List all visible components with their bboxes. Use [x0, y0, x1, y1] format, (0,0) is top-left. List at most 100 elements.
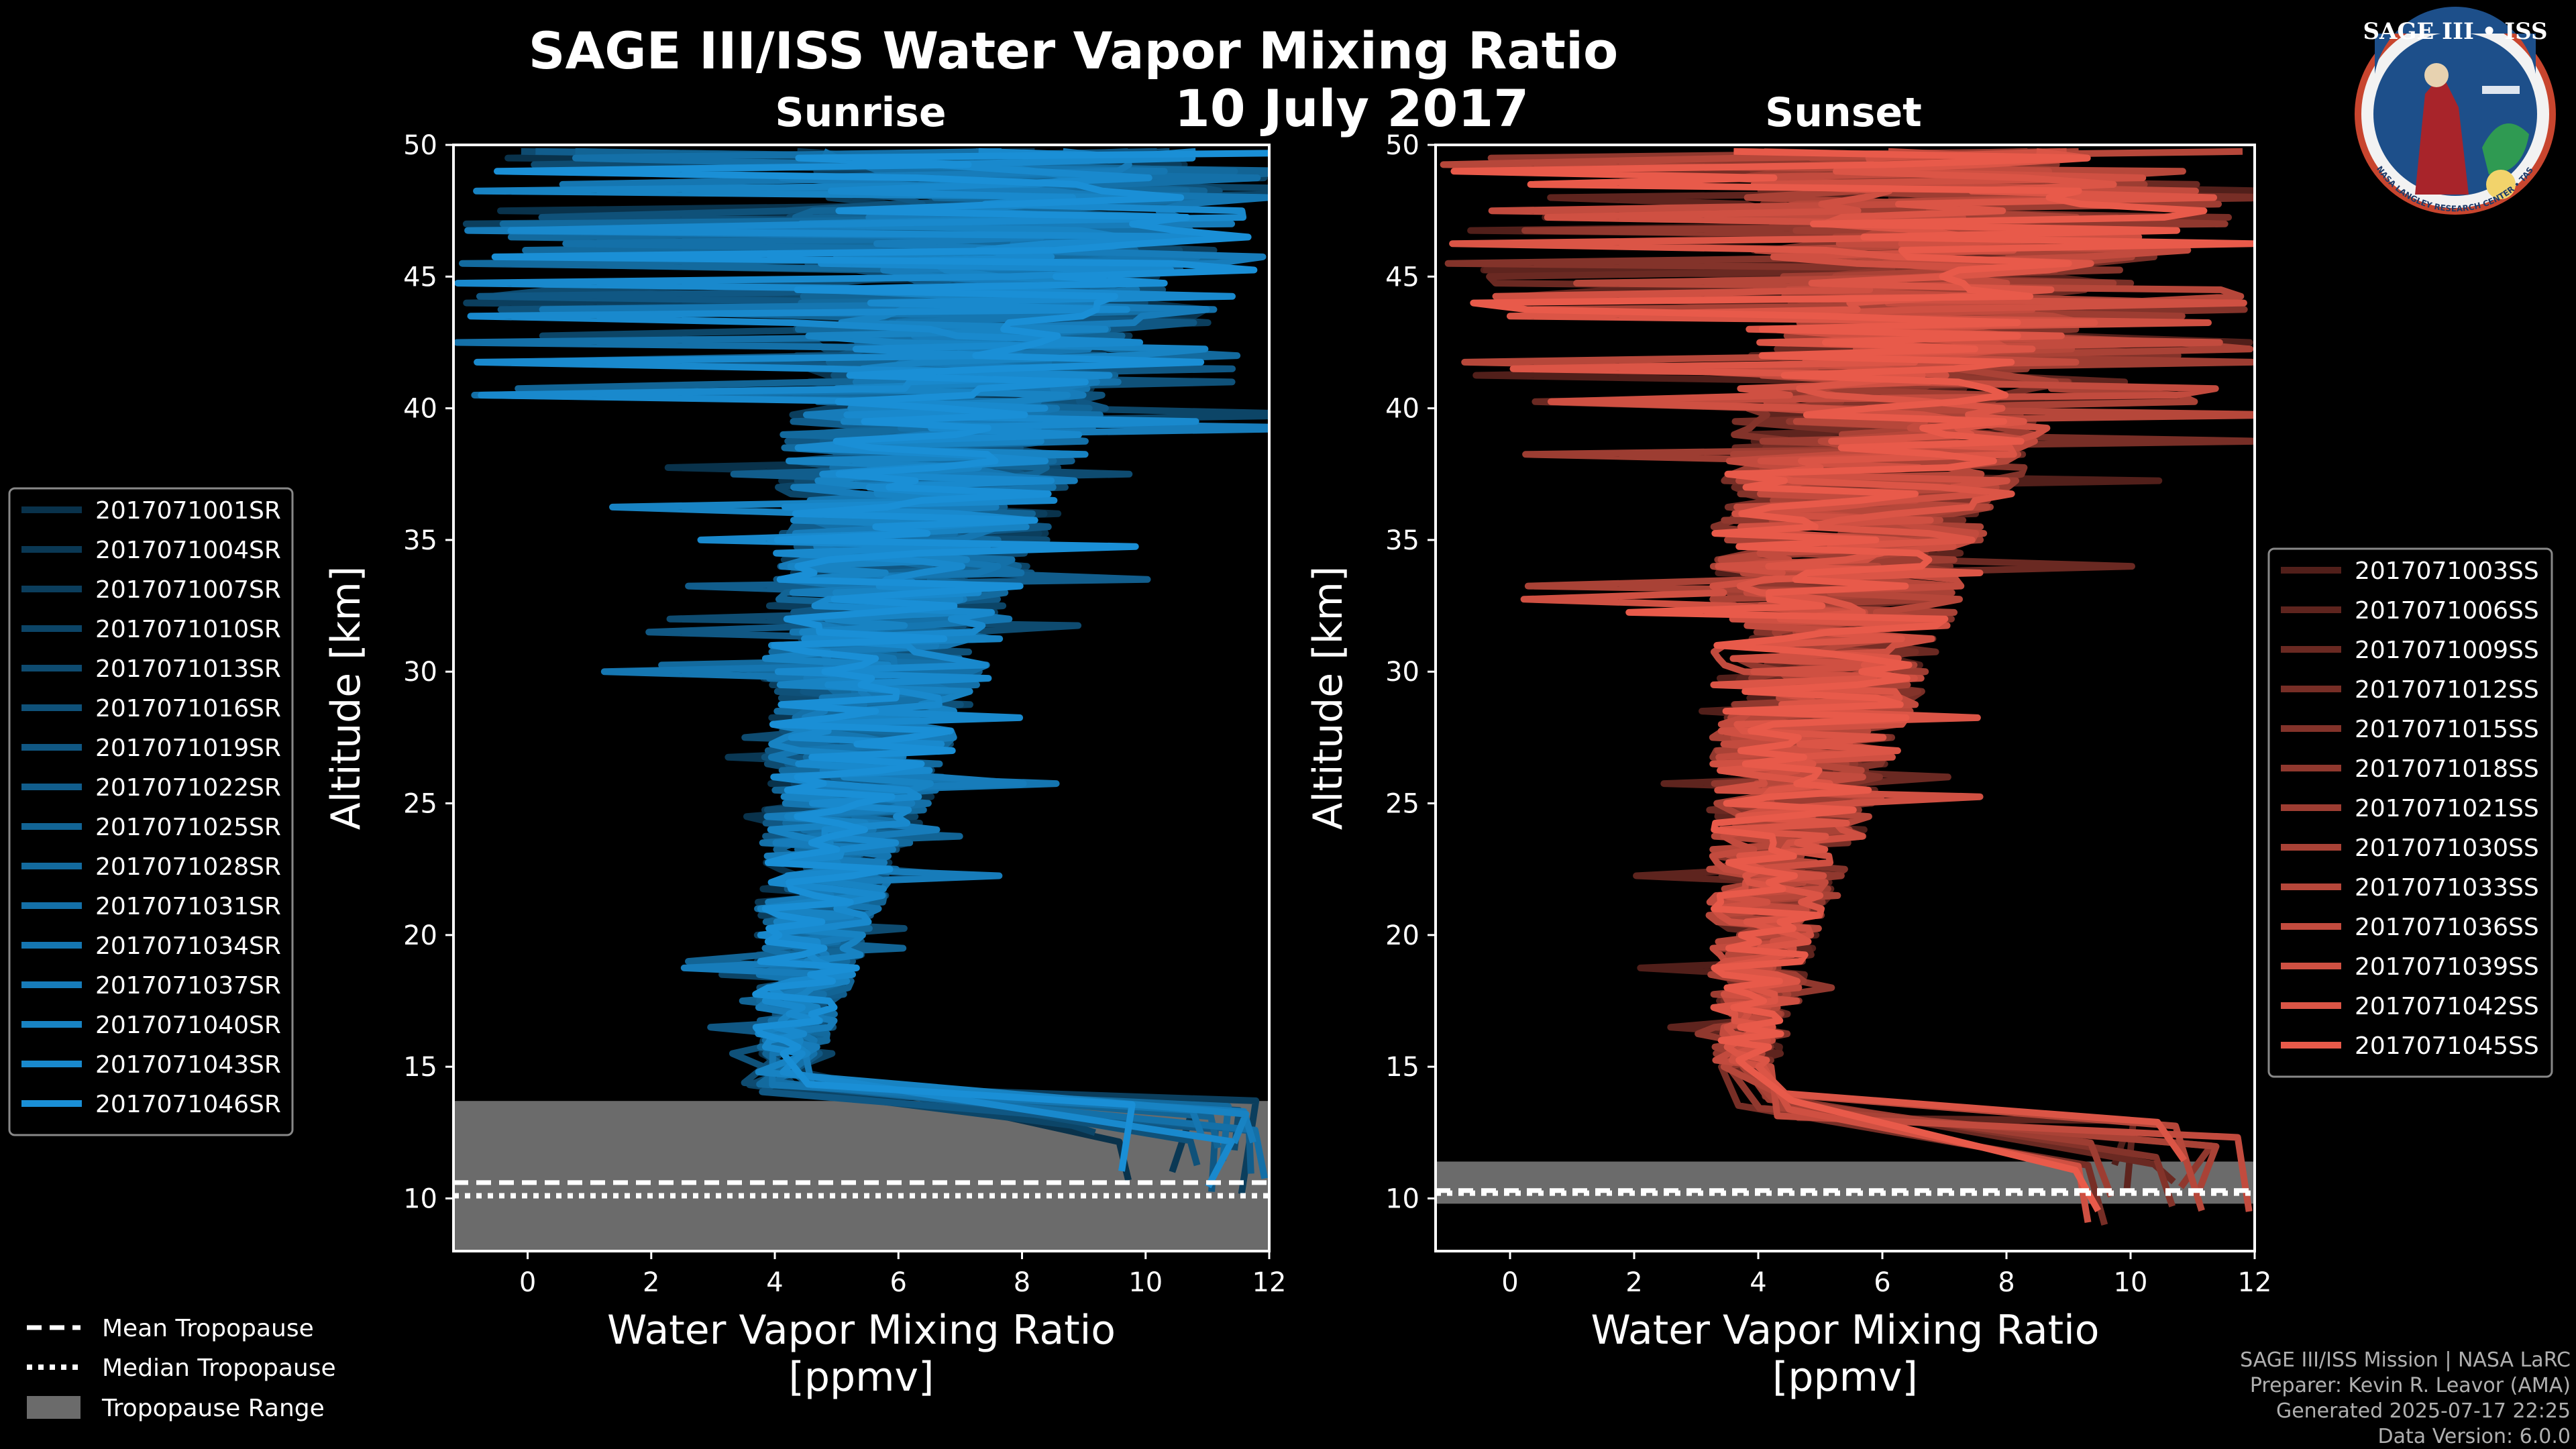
profile-line-2017071043SR	[454, 148, 1247, 1189]
x-tick-label: 4	[1750, 1267, 1766, 1298]
median-tropopause-label: Median Tropopause	[102, 1354, 336, 1382]
y-tick-label: 45	[1385, 262, 1419, 292]
x-tick-label: 6	[1874, 1267, 1890, 1298]
y-axis-label: Altitude [km]	[1305, 566, 1352, 830]
x-tick-label: 2	[643, 1267, 659, 1298]
y-tick-label: 25	[403, 789, 437, 820]
y-tick-label: 10	[1385, 1183, 1419, 1214]
sunrise-panel-title: Sunrise	[775, 89, 946, 136]
legend-entry-2017071006SS: 2017071006SS	[2355, 597, 2539, 625]
legend-entry-2017071025SR: 2017071025SR	[95, 814, 281, 841]
legend-entry-2017071013SR: 2017071013SR	[95, 655, 281, 683]
sunset-legend: 2017071003SS 2017071006SS 2017071009SS 2017…	[2267, 547, 2553, 1078]
sunrise-legend: 2017071001SR 2017071004SR 2017071007SR 2017…	[8, 487, 294, 1136]
sunset-panel-title: Sunset	[1765, 89, 1922, 136]
x-axis-label: Water Vapor Mixing Ratio [ppmv]	[607, 1307, 1116, 1401]
legend-entry-2017071030SS: 2017071030SS	[2355, 835, 2539, 862]
y-tick-label: 35	[1385, 525, 1419, 556]
legend-entry-2017071016SR: 2017071016SR	[95, 695, 281, 722]
x-tick-label: 0	[1501, 1267, 1518, 1298]
profile-line-2017071045SS	[1450, 148, 2255, 1213]
x-tick-label: 2	[1625, 1267, 1642, 1298]
footer-line-2: Preparer: Kevin R. Leavor (AMA)	[2250, 1374, 2571, 1397]
profile-line-2017071039SS	[1492, 148, 2247, 1224]
legend-entry-2017071031SR: 2017071031SR	[95, 893, 281, 920]
footer-line-1: SAGE III/ISS Mission | NASA LaRC	[2240, 1348, 2571, 1372]
tropopause-range-label: Tropopause Range	[101, 1395, 325, 1422]
y-axis-label: Altitude [km]	[323, 566, 370, 830]
tropopause-legend: Mean Tropopause Median Tropopause Tropop…	[27, 1315, 336, 1422]
y-tick-label: 40	[1385, 394, 1419, 425]
y-tick-label: 15	[403, 1052, 437, 1083]
legend-frame	[2267, 547, 2553, 1078]
legend-entry-2017071028SR: 2017071028SR	[95, 853, 281, 881]
x-tick-label: 8	[1998, 1267, 2015, 1298]
y-tick-label: 30	[1385, 657, 1419, 688]
legend-entry-2017071034SR: 2017071034SR	[95, 932, 281, 960]
legend-entry-2017071009SS: 2017071009SS	[2355, 637, 2539, 664]
y-tick-label: 35	[403, 525, 437, 556]
legend-entry-2017071036SS: 2017071036SS	[2355, 914, 2539, 941]
y-tick-label: 20	[1385, 920, 1419, 951]
tropopause-range-band	[1436, 1161, 2255, 1204]
main-title: SAGE III/ISS Water Vapor Mixing Ratio	[529, 21, 1619, 80]
legend-entry-2017071040SR: 2017071040SR	[95, 1012, 281, 1039]
legend-entry-2017071003SS: 2017071003SS	[2355, 557, 2539, 585]
x-tick-label: 6	[890, 1267, 907, 1298]
mean-tropopause-label: Mean Tropopause	[102, 1315, 314, 1342]
tropopause-range-swatch	[27, 1396, 80, 1419]
legend-entry-2017071012SS: 2017071012SS	[2355, 676, 2539, 704]
iss-icon	[2482, 86, 2520, 94]
legend-entry-2017071042SS: 2017071042SS	[2355, 993, 2539, 1020]
legend-entry-2017071037SR: 2017071037SR	[95, 972, 281, 1000]
legend-entry-2017071007SR: 2017071007SR	[95, 576, 281, 604]
profile-line-2017071046SR	[491, 150, 1269, 1172]
legend-entry-2017071021SS: 2017071021SS	[2355, 795, 2539, 822]
legend-entry-2017071033SS: 2017071033SS	[2355, 874, 2539, 902]
legend-frame	[8, 487, 294, 1136]
legend-entry-2017071039SS: 2017071039SS	[2355, 953, 2539, 981]
x-tick-label: 8	[1014, 1267, 1030, 1298]
x-tick-label: 0	[519, 1267, 536, 1298]
plot-frame	[452, 144, 1271, 1252]
earth-icon	[2482, 123, 2529, 174]
legend-entry-2017071010SR: 2017071010SR	[95, 616, 281, 643]
date-subtitle: 10 July 2017	[1175, 78, 1529, 138]
y-tick-label: 10	[403, 1183, 437, 1214]
sunset-panel: 0 2 4 6 8 10 12 10 15 20 25 30 35 40 45 50 Water Vapor M…	[1305, 130, 2272, 1401]
plot-frame	[1434, 144, 2256, 1252]
y-tick-label: 45	[403, 262, 437, 292]
sun-icon	[2486, 170, 2516, 199]
y-tick-label: 20	[403, 920, 437, 951]
legend-entry-2017071045SS: 2017071045SS	[2355, 1032, 2539, 1060]
legend-entry-2017071004SR: 2017071004SR	[95, 537, 281, 564]
x-tick-label: 10	[1128, 1267, 1163, 1298]
x-tick-label: 10	[2114, 1267, 2148, 1298]
legend-entry-2017071022SR: 2017071022SR	[95, 774, 281, 802]
sunrise-panel: 0 2 4 6 8 10 12 10 15 20 25 30 35 40 45 50 Water Vapor M…	[323, 130, 1287, 1401]
profile-lines	[453, 148, 1269, 1195]
legend-entry-2017071046SR: 2017071046SR	[95, 1091, 281, 1118]
profile-lines	[1440, 148, 2255, 1226]
y-tick-label: 15	[1385, 1052, 1419, 1083]
y-tick-label: 40	[403, 394, 437, 425]
y-tick-label: 25	[1385, 789, 1419, 820]
legend-entry-2017071019SR: 2017071019SR	[95, 735, 281, 762]
x-tick-label: 4	[766, 1267, 783, 1298]
figure-icon	[2415, 74, 2469, 195]
footer-line-4: Data Version: 6.0.0	[2378, 1425, 2571, 1448]
legend-entry-2017071018SS: 2017071018SS	[2355, 755, 2539, 783]
legend-entry-2017071043SR: 2017071043SR	[95, 1051, 281, 1079]
y-tick-label: 30	[403, 657, 437, 688]
x-tick-label: 12	[2238, 1267, 2272, 1298]
legend-entry-2017071015SS: 2017071015SS	[2355, 716, 2539, 743]
legend-entry-2017071001SR: 2017071001SR	[95, 497, 281, 525]
x-axis-label: Water Vapor Mixing Ratio [ppmv]	[1591, 1307, 2100, 1401]
x-tick-label: 12	[1252, 1267, 1287, 1298]
logo-title: SAGE III • ISS	[2363, 18, 2547, 45]
y-tick-label: 50	[1385, 130, 1419, 161]
y-tick-label: 50	[403, 130, 437, 161]
footer-credits: SAGE III/ISS Mission | NASA LaRC Prepare…	[2240, 1348, 2571, 1448]
footer-line-3: Generated 2025-07-17 22:25	[2276, 1399, 2571, 1423]
